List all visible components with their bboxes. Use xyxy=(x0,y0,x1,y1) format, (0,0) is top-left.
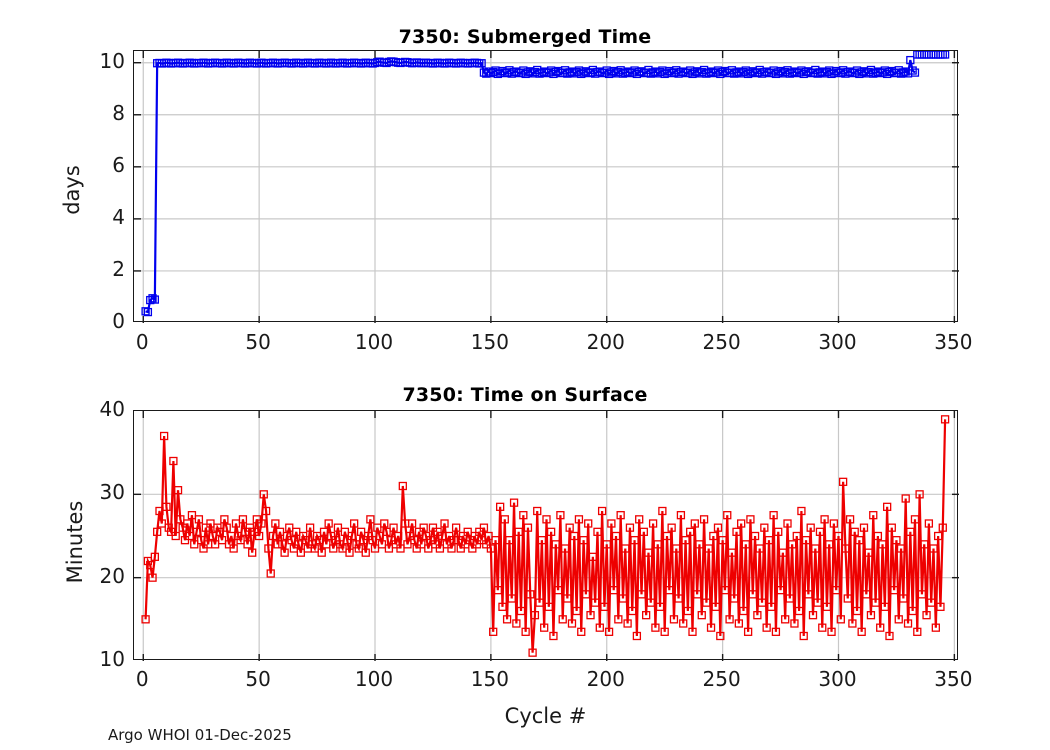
x-tick-label: 200 xyxy=(586,330,625,354)
x-tick-label: 0 xyxy=(135,330,149,354)
figure-footer-note: Argo WHOI 01-Dec-2025 xyxy=(108,726,292,744)
top-panel-y-axis-label: days xyxy=(60,165,84,215)
x-tick-label: 300 xyxy=(818,667,857,691)
panel-submerged-time: 7350: Submerged Time days 0 50 100 150 200 25… xyxy=(0,0,1050,370)
y-tick-label: 6 xyxy=(112,152,125,177)
top-panel-title: 7350: Submerged Time xyxy=(398,26,652,48)
bottom-panel-title: 7350: Time on Surface xyxy=(402,384,648,406)
x-tick-label: 350 xyxy=(934,330,973,354)
y-tick-label: 4 xyxy=(112,204,125,229)
x-tick-label: 150 xyxy=(470,330,509,354)
x-tick-label: 50 xyxy=(245,330,271,354)
y-tick-label: 30 xyxy=(99,480,125,505)
x-tick-label: 100 xyxy=(354,330,394,354)
y-tick-label: 2 xyxy=(112,256,125,281)
x-tick-label: 150 xyxy=(470,667,509,691)
y-tick-label: 10 xyxy=(99,48,125,73)
x-tick-label: 50 xyxy=(245,667,271,691)
y-tick-label: 0 xyxy=(112,309,125,333)
x-tick-label: 350 xyxy=(934,667,973,691)
top-plot-area xyxy=(133,50,959,323)
x-tick-label: 250 xyxy=(702,330,741,354)
x-tick-label: 300 xyxy=(818,330,857,354)
x-tick-label: 250 xyxy=(702,667,741,691)
x-tick-label: 200 xyxy=(586,667,625,691)
x-tick-label: 100 xyxy=(354,667,394,691)
bottom-series-canvas xyxy=(134,411,959,661)
bottom-panel-x-axis-label: Cycle # xyxy=(504,704,587,728)
bottom-panel-y-axis-label: Minutes xyxy=(63,500,87,584)
panel-time-on-surface: 7350: Time on Surface Minutes Cycle # 0 5… xyxy=(0,370,1050,750)
y-tick-label: 8 xyxy=(112,100,125,125)
x-tick-label: 0 xyxy=(135,667,149,691)
y-tick-label: 20 xyxy=(99,563,125,588)
bottom-plot-area xyxy=(133,410,959,661)
y-tick-label: 40 xyxy=(99,397,125,421)
y-tick-label: 10 xyxy=(99,647,125,671)
top-series-canvas xyxy=(134,51,959,323)
